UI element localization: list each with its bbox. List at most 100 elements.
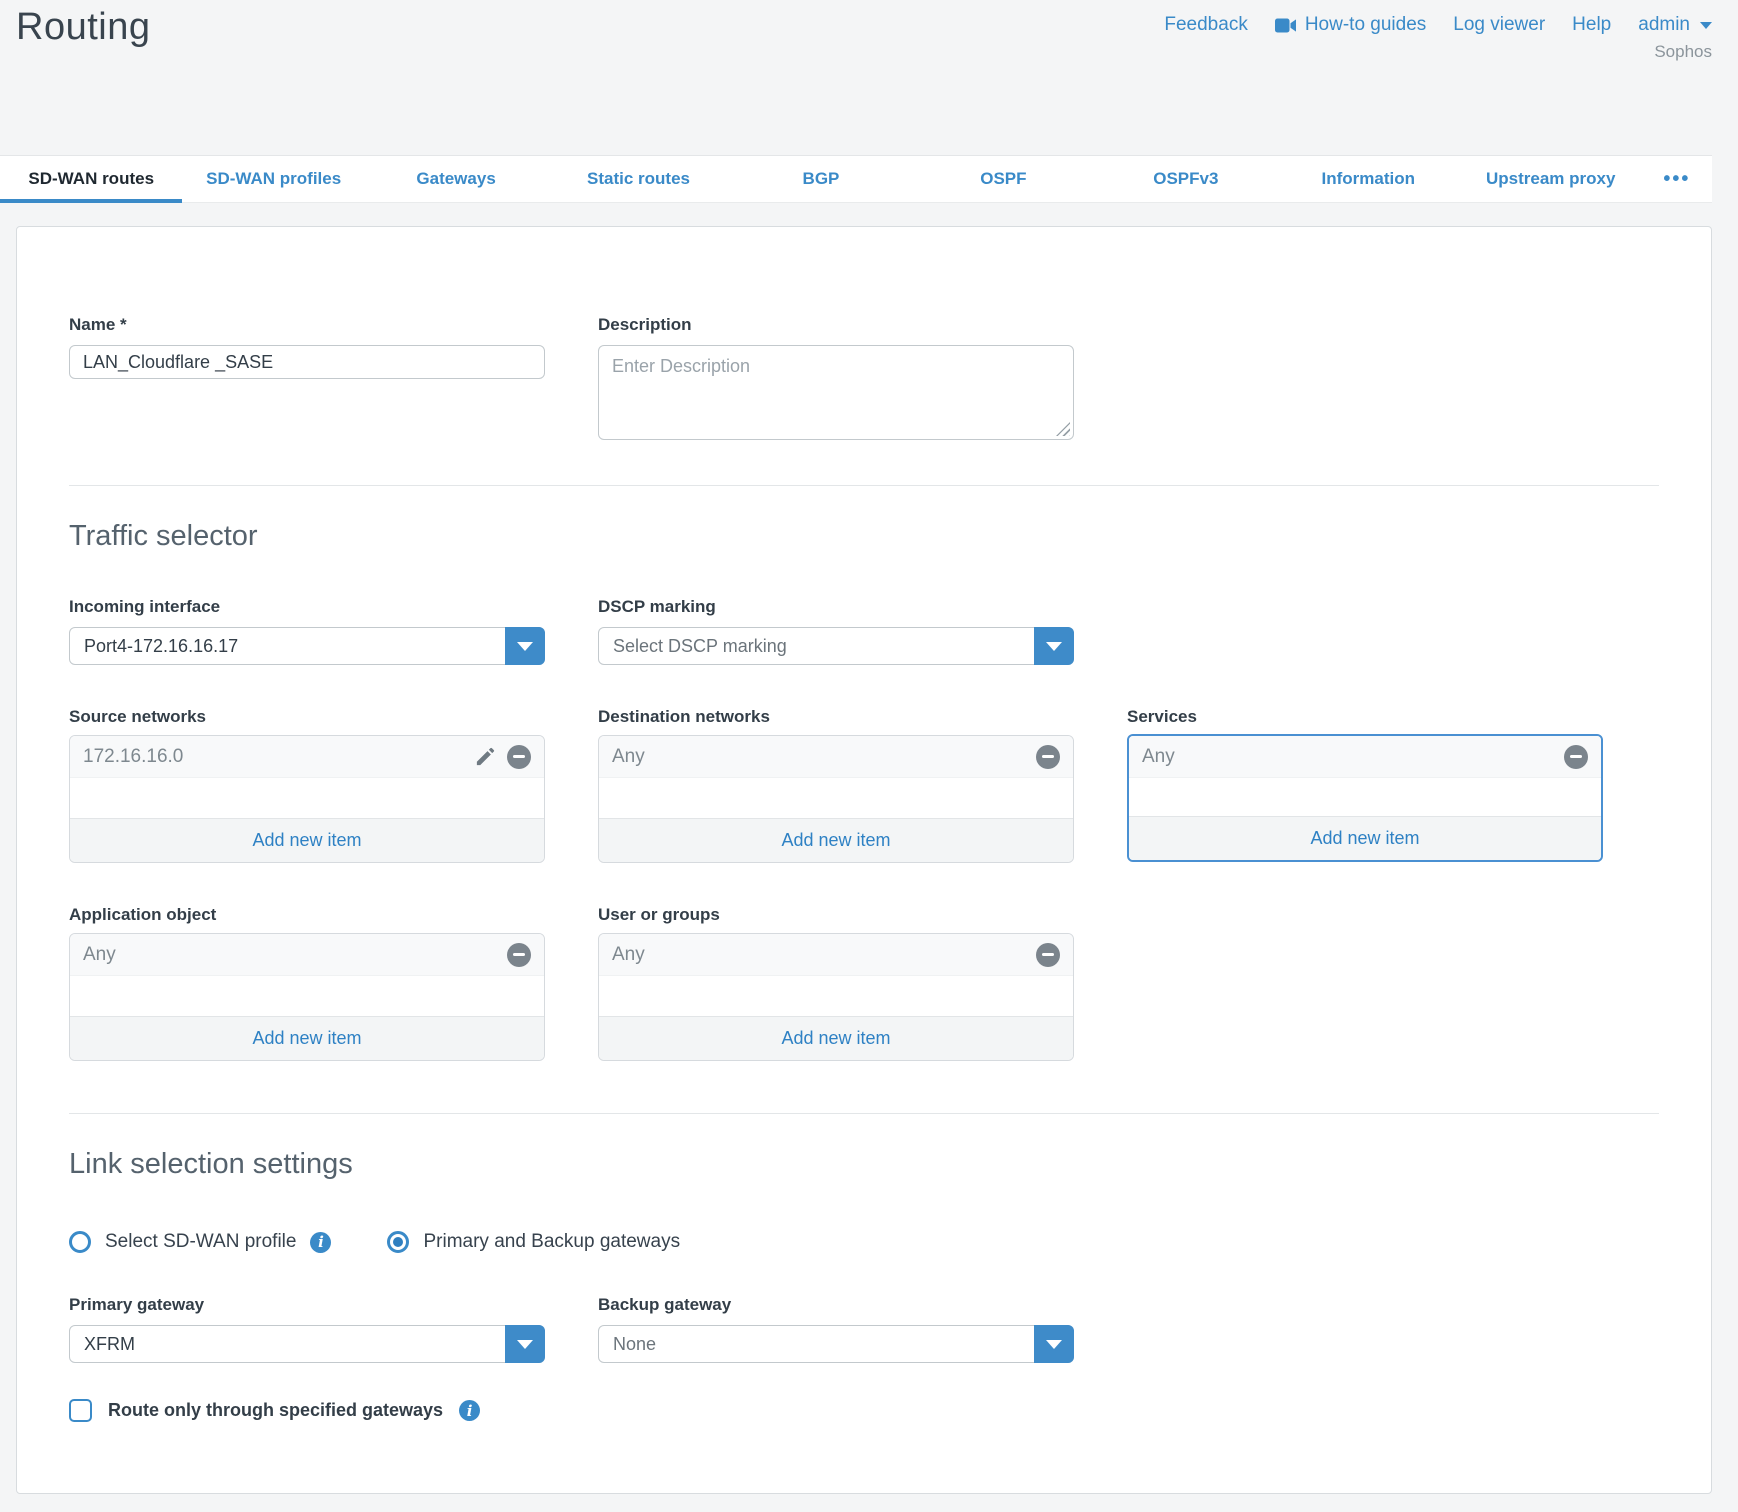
remove-icon[interactable]	[507, 942, 531, 967]
backup-gateway-label: Backup gateway	[598, 1295, 732, 1314]
add-new-item-button[interactable]: Add new item	[70, 1016, 544, 1060]
dropdown-arrow-button[interactable]	[505, 1325, 545, 1363]
log-viewer-link[interactable]: Log viewer	[1453, 14, 1546, 35]
primary-gateway-group: Primary gateway XFRM	[69, 1295, 545, 1363]
admin-label: admin	[1638, 14, 1690, 35]
application-users-row: Application object Any Add new item User…	[69, 905, 1659, 1061]
tab-bgp[interactable]: BGP	[802, 169, 840, 188]
dscp-marking-label: DSCP marking	[598, 597, 716, 616]
interface-dscp-row: Incoming interface Port4-172.16.16.17 DS…	[69, 597, 1659, 665]
dropdown-arrow-button[interactable]	[1034, 627, 1074, 665]
application-object-label: Application object	[69, 905, 217, 924]
dscp-marking-value: Select DSCP marking	[613, 636, 787, 656]
listbox-empty-area	[1129, 778, 1601, 816]
brand-label: Sophos	[1654, 42, 1712, 61]
route-only-checkbox[interactable]	[69, 1399, 92, 1422]
incoming-interface-group: Incoming interface Port4-172.16.16.17	[69, 597, 545, 665]
destination-networks-listbox: Any Add new item	[598, 735, 1074, 863]
route-only-row: Route only through specified gateways i	[69, 1399, 1659, 1422]
dscp-marking-dropdown[interactable]: Select DSCP marking	[598, 627, 1074, 665]
help-link[interactable]: Help	[1572, 14, 1612, 35]
tab-ospf[interactable]: OSPF	[980, 169, 1027, 188]
tab-bar: SD-WAN routes SD-WAN profiles Gateways S…	[0, 155, 1712, 203]
info-icon[interactable]: i	[310, 1231, 332, 1253]
remove-icon[interactable]	[1036, 942, 1060, 967]
add-new-item-button[interactable]: Add new item	[70, 818, 544, 862]
edit-icon[interactable]	[474, 745, 497, 768]
listbox-empty-area	[599, 976, 1073, 1016]
list-item-value: Any	[83, 943, 116, 965]
incoming-interface-label: Incoming interface	[69, 597, 221, 616]
primary-backup-radio-group: Primary and Backup gateways	[387, 1231, 680, 1253]
info-icon[interactable]: i	[459, 1400, 481, 1421]
route-only-label: Route only through specified gateways	[108, 1400, 444, 1420]
listbox-empty-area	[599, 778, 1073, 818]
section-divider	[69, 485, 1659, 486]
description-field-group: Description	[598, 315, 1074, 440]
list-item-value: Any	[1142, 745, 1175, 767]
remove-icon[interactable]	[1564, 744, 1588, 769]
list-item: Any	[599, 934, 1073, 976]
tab-information[interactable]: Information	[1321, 169, 1416, 188]
list-item-value: Any	[612, 943, 645, 965]
tab-sdwan-routes[interactable]: SD-WAN routes	[0, 156, 183, 203]
section-divider	[69, 1113, 1659, 1114]
name-label: Name *	[69, 315, 127, 334]
tab-ospfv3[interactable]: OSPFv3	[1153, 169, 1219, 188]
backup-gateway-group: Backup gateway None	[598, 1295, 1074, 1363]
name-field-group: Name *	[69, 315, 545, 440]
remove-icon[interactable]	[1036, 744, 1060, 769]
tab-sdwan-profiles[interactable]: SD-WAN profiles	[206, 169, 342, 188]
user-or-groups-label: User or groups	[598, 905, 720, 924]
destination-networks-group: Destination networks Any Add new item	[598, 707, 1074, 863]
link-selection-heading: Link selection settings	[69, 1148, 353, 1180]
list-item-value: 172.16.16.0	[83, 745, 184, 767]
sdwan-profile-radio-label: Select SD-WAN profile	[105, 1231, 297, 1252]
services-listbox: Any Add new item	[1127, 734, 1603, 862]
primary-gateway-dropdown[interactable]: XFRM	[69, 1325, 545, 1363]
list-item: Any	[1129, 736, 1601, 778]
name-description-row: Name * Description	[69, 315, 1659, 440]
dropdown-arrow-button[interactable]	[505, 627, 545, 665]
chevron-down-icon	[1700, 21, 1712, 29]
user-or-groups-group: User or groups Any Add new item	[598, 905, 1074, 1061]
destination-networks-label: Destination networks	[598, 707, 770, 726]
source-networks-label: Source networks	[69, 707, 206, 726]
dscp-marking-group: DSCP marking Select DSCP marking	[598, 597, 1074, 665]
add-new-item-button[interactable]: Add new item	[599, 1016, 1073, 1060]
tab-gateways[interactable]: Gateways	[416, 169, 496, 188]
description-textarea[interactable]	[598, 345, 1074, 440]
remove-icon[interactable]	[507, 744, 531, 769]
application-object-group: Application object Any Add new item	[69, 905, 545, 1061]
application-object-listbox: Any Add new item	[69, 933, 545, 1061]
sdwan-route-form-panel: Name * Description Traffic selector Inco…	[16, 226, 1712, 1494]
listbox-empty-area	[70, 976, 544, 1016]
primary-backup-radio[interactable]	[387, 1231, 410, 1253]
top-links: Feedback How-to guides Log viewer Help a…	[1164, 14, 1712, 36]
listbox-empty-area	[70, 778, 544, 818]
primary-backup-radio-label: Primary and Backup gateways	[423, 1231, 681, 1252]
networks-services-row: Source networks 172.16.16.0 Add new item…	[69, 707, 1659, 863]
dropdown-arrow-button[interactable]	[1034, 1325, 1074, 1363]
feedback-link[interactable]: Feedback	[1164, 14, 1248, 35]
name-input[interactable]	[69, 345, 545, 379]
add-new-item-button[interactable]: Add new item	[599, 818, 1073, 862]
backup-gateway-dropdown[interactable]: None	[598, 1325, 1074, 1363]
tab-upstream-proxy[interactable]: Upstream proxy	[1486, 169, 1616, 188]
tab-more-menu[interactable]: •••	[1663, 167, 1691, 190]
user-or-groups-listbox: Any Add new item	[598, 933, 1074, 1061]
admin-menu[interactable]: admin	[1638, 14, 1712, 36]
services-label: Services	[1127, 707, 1197, 726]
sdwan-profile-radio-group: Select SD-WAN profile i	[69, 1231, 332, 1253]
traffic-selector-heading: Traffic selector	[69, 520, 258, 552]
primary-gateway-value: XFRM	[84, 1334, 135, 1354]
howto-guides-link[interactable]: How-to guides	[1274, 14, 1426, 36]
source-networks-listbox: 172.16.16.0 Add new item	[69, 735, 545, 863]
list-item: Any	[599, 736, 1073, 778]
incoming-interface-dropdown[interactable]: Port4-172.16.16.17	[69, 627, 545, 665]
description-label: Description	[598, 315, 692, 334]
tab-static-routes[interactable]: Static routes	[587, 169, 691, 188]
sdwan-profile-radio[interactable]	[69, 1231, 91, 1253]
page-header: Routing Feedback How-to guides Log viewe…	[0, 0, 1738, 155]
add-new-item-button[interactable]: Add new item	[1129, 816, 1601, 860]
